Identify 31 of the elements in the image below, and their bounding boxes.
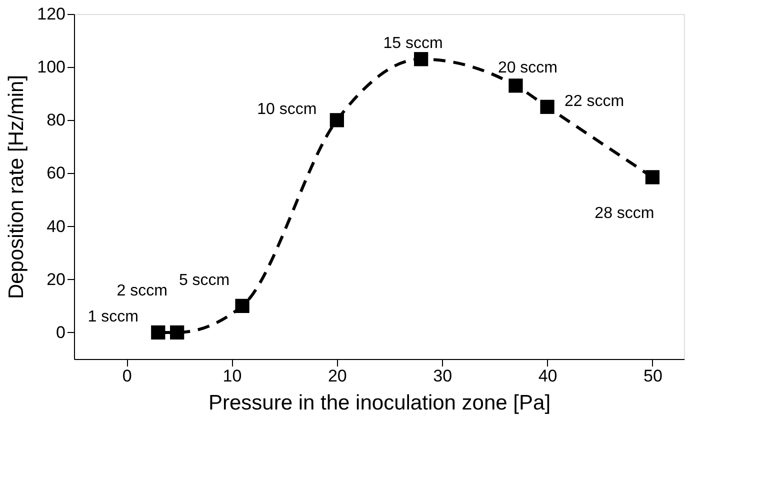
annotation: 22 sccm bbox=[564, 92, 624, 110]
point bbox=[170, 325, 184, 340]
y-tick-label: 0 bbox=[56, 322, 66, 342]
annotation: 2 sccm bbox=[116, 282, 168, 300]
annotation: 1 sccm bbox=[88, 308, 138, 326]
annotation: 10 sccm bbox=[257, 101, 317, 118]
y-axis-title: Deposition rate [Hz/min] bbox=[5, 74, 28, 300]
point bbox=[508, 78, 523, 93]
annotation: 28 sccm bbox=[594, 205, 654, 222]
y-tick-label: 80 bbox=[46, 110, 66, 130]
x-tick-label: 40 bbox=[538, 366, 558, 386]
point bbox=[235, 298, 250, 313]
x-tick-label: 0 bbox=[122, 366, 132, 386]
point bbox=[645, 170, 660, 184]
x-axis-title: Pressure in the inoculation zone [Pa] bbox=[208, 392, 551, 414]
annotation: 15 sccm bbox=[383, 35, 443, 52]
annotation: 5 sccm bbox=[178, 272, 230, 289]
x-tick-label: 30 bbox=[433, 366, 452, 386]
annotation: 20 sccm bbox=[498, 60, 558, 77]
y-tick-label: 40 bbox=[46, 216, 66, 236]
point bbox=[330, 113, 344, 128]
y-tick-label: 20 bbox=[46, 270, 66, 289]
point bbox=[151, 325, 166, 340]
y-tick-label: 100 bbox=[37, 58, 66, 77]
point bbox=[540, 100, 554, 114]
x-tick-label: 20 bbox=[328, 366, 347, 386]
x-tick-label: 10 bbox=[222, 366, 242, 386]
x-tick-label: 50 bbox=[643, 366, 662, 386]
y-tick-label: 60 bbox=[46, 164, 66, 183]
y-tick-label: 120 bbox=[37, 4, 66, 24]
point bbox=[414, 52, 428, 66]
